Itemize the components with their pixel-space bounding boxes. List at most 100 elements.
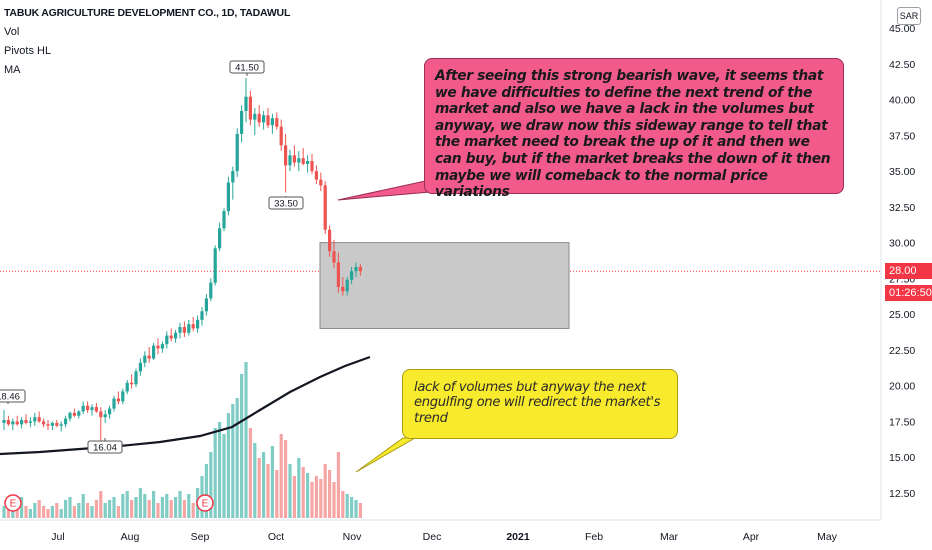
time-tick-label: Sep (191, 531, 210, 543)
volume-bar (336, 452, 340, 518)
volume-bar (46, 509, 50, 518)
pink-note-tail (337, 179, 431, 201)
candle-body (77, 411, 81, 416)
candle-body (86, 405, 90, 411)
candle-body (270, 118, 274, 126)
volume-bar (143, 494, 147, 518)
price-tick-label: 15.00 (889, 452, 915, 464)
volume-bar (222, 434, 226, 518)
candle-body (147, 355, 151, 359)
candle-body (156, 345, 160, 349)
volume-bar (187, 494, 191, 518)
volume-bar (165, 494, 169, 518)
volume-bar (191, 503, 195, 518)
candle-body (187, 324, 191, 333)
volume-bar (156, 503, 160, 518)
volume-bar (2, 506, 6, 518)
pivot-high-18-label: 18.46 (0, 392, 20, 403)
candle-body (125, 382, 129, 392)
volume-bar (125, 491, 129, 518)
pivot-low-33-box (268, 196, 304, 210)
candle-body (301, 158, 305, 164)
currency-button[interactable]: SAR (897, 7, 921, 25)
volume-bar (279, 434, 283, 518)
candle-body (332, 251, 336, 263)
candle-body (138, 362, 142, 372)
volume-bar (72, 506, 76, 518)
candle-body (350, 271, 354, 280)
volume-bar (59, 509, 63, 518)
candle-body (90, 407, 94, 411)
pivot-high-18-box (0, 389, 26, 403)
candle-body (341, 286, 345, 292)
price-tick-label: 42.50 (889, 59, 915, 71)
time-tick-label: Feb (585, 531, 603, 543)
volume-bar (11, 509, 15, 518)
pink-annotation-note[interactable]: After seeing this strong bearish wave, i… (424, 58, 844, 200)
volume-bar (332, 482, 336, 518)
volume-bar (297, 458, 301, 518)
volume-bar (28, 509, 32, 518)
volume-bar (350, 497, 354, 518)
candle-body (297, 158, 301, 163)
volume-bar (301, 467, 305, 518)
volume-bar (77, 503, 81, 518)
volume-bar (138, 488, 142, 518)
candle-body (143, 355, 147, 363)
candle-body (266, 115, 270, 126)
candle-body (72, 412, 76, 416)
candle-body (231, 171, 235, 183)
candle-body (55, 422, 59, 426)
volume-bar (55, 503, 59, 518)
candle-body (134, 371, 138, 385)
volume-bar (103, 503, 107, 518)
volume-bar (152, 491, 156, 518)
candle-body (20, 420, 24, 425)
volume-bar (226, 413, 230, 518)
candle-body (284, 145, 288, 166)
candle-body (345, 279, 349, 292)
candle-body (174, 332, 178, 339)
volume-bar (64, 500, 68, 518)
time-tick-label: Mar (660, 531, 679, 543)
price-tick-label: 40.00 (889, 95, 915, 107)
candle-body (323, 185, 327, 230)
earnings-marker-label: E (10, 499, 17, 510)
candle-body (310, 161, 314, 172)
volume-bar (108, 500, 112, 518)
volume-bar (94, 500, 98, 518)
candle-body (218, 228, 222, 249)
candle-body (152, 345, 156, 359)
price-tick-label: 17.50 (889, 416, 915, 428)
price-tick-label: 12.50 (889, 488, 915, 500)
yellow-annotation-note[interactable]: lack of volumes but anyway the next engu… (402, 369, 678, 439)
indicator-vol[interactable]: Vol (4, 26, 20, 38)
candle-body (68, 412, 72, 419)
symbol-title[interactable]: TABUK AGRICULTURE DEVELOPMENT CO., 1D, T… (4, 7, 291, 19)
pivot-high-41-label: 41.50 (235, 63, 259, 74)
candle-body (292, 155, 296, 163)
volume-bar (240, 374, 244, 518)
volume-bar (306, 473, 310, 518)
indicator-pivots[interactable]: Pivots HL (4, 45, 52, 57)
candle-body (59, 424, 63, 426)
candle-body (257, 113, 261, 123)
time-tick-label: Oct (268, 531, 284, 543)
price-tick-label: 22.50 (889, 345, 915, 357)
volume-bar (209, 452, 213, 518)
candle-body (81, 405, 85, 412)
volume-bar (50, 506, 54, 518)
chart-legend: TABUK AGRICULTURE DEVELOPMENT CO., 1D, T… (4, 4, 290, 80)
range-box (319, 242, 570, 329)
volume-bar (262, 452, 266, 518)
volume-bar (270, 446, 274, 518)
candle-body (248, 96, 252, 120)
candle-body (99, 411, 103, 418)
earnings-marker (196, 494, 214, 512)
indicator-ma[interactable]: MA (4, 64, 21, 76)
yellow-note-tail (355, 437, 417, 473)
price-tick-label: 20.00 (889, 381, 915, 393)
volume-bar (248, 428, 252, 518)
candle-body (279, 126, 283, 146)
